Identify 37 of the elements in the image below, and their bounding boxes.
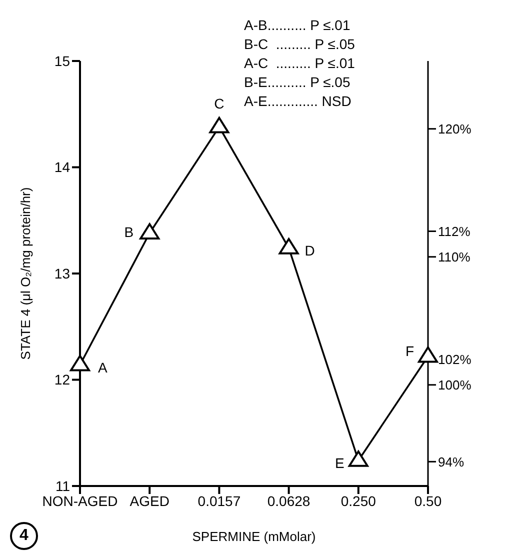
point xyxy=(209,116,230,134)
y-axis-title: STATE 4 (μl O₂/mg protein/hr) xyxy=(18,187,33,360)
point xyxy=(140,223,160,240)
y-tick-label: 12 xyxy=(54,372,70,388)
text: B-C ......... P ≤.05 xyxy=(244,35,355,54)
annotation: A-C ......... P ≤.01 xyxy=(244,54,355,73)
y2-tick-label: 100% xyxy=(438,377,472,392)
data-label: C xyxy=(214,96,224,112)
annotation: B-E.......... P ≤.05 xyxy=(244,73,352,92)
x-tick-label: 0.50 xyxy=(414,492,442,509)
y2-tick-label: 94% xyxy=(438,454,464,470)
y2-tick-label: 112% xyxy=(438,224,471,239)
x-axis-title: SPERMINE (mMolar) xyxy=(192,529,316,544)
y-tick-label: 14 xyxy=(54,159,70,176)
text: A-B.......... P ≤.01 xyxy=(244,16,352,35)
x-tick-label: 0.250 xyxy=(340,492,376,509)
point xyxy=(70,354,90,372)
data-label: D xyxy=(304,242,315,259)
y-tick-label: 11 xyxy=(55,478,70,494)
data-label: F xyxy=(405,343,414,360)
point xyxy=(418,346,438,363)
annotation: A-E............. NSD xyxy=(244,92,352,111)
y2-tick-label: 102% xyxy=(438,352,472,367)
data-label: A xyxy=(98,360,108,376)
x-tick-label: 0.0157 xyxy=(198,492,241,509)
circled-figure-number: 4 xyxy=(10,522,38,550)
y-tick-label: 15 xyxy=(54,52,70,69)
point xyxy=(278,238,299,254)
y-tick-label: 13 xyxy=(54,265,70,282)
x-tick-label: 0.0628 xyxy=(267,492,310,509)
x-tick-label: AGED xyxy=(130,492,170,509)
data-label: E xyxy=(335,455,344,472)
point xyxy=(348,450,368,467)
y2-tick-label: 110% xyxy=(438,249,471,264)
data-label: B xyxy=(124,224,134,240)
y2-tick-label: 120% xyxy=(438,121,472,136)
x-tick-label: NON-AGED xyxy=(42,492,118,509)
